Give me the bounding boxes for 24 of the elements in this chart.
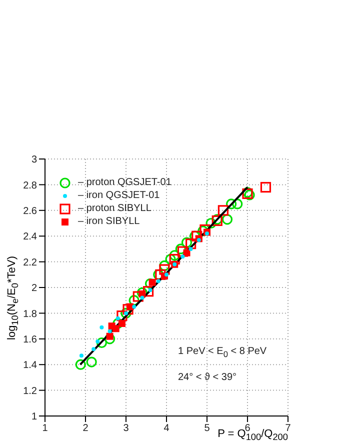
y-tick-label: 1.6 [23,334,38,346]
y-tick-label: 2.8 [23,180,38,192]
annotation: 1 PeV < E$_{0}$ < 8 PeV [178,346,267,359]
x-tick-label: 5 [204,423,210,434]
legend-label: – proton QGSJET-01 [78,176,172,189]
x-tick-label: 2 [82,423,89,434]
legend-label: – iron QGSJET-01 [78,189,160,202]
y-tick-label: 1.4 [23,360,38,372]
y-tick-label: 2.6 [23,206,38,217]
x-tick-label: 7 [285,423,292,434]
legend-label: – iron SIBYLL [78,215,140,228]
x-tick-label: 4 [164,423,170,434]
legend-label: – proton SIBYLL [78,202,152,215]
y-tick-label: 2.4 [23,232,38,243]
y-tick-label: 1.2 [23,386,38,397]
y-tick-label: 1 [31,412,38,423]
y-tick-label: 2 [31,283,38,294]
y-tick-label: 2.2 [23,257,38,268]
annotation: 24° < ϑ < 39° [178,372,237,383]
x-tick-label: 3 [123,423,130,434]
x-tick-label: 1 [42,423,48,434]
y-tick-label: 1.8 [23,308,38,320]
x-tick-label: 6 [244,423,251,434]
y-tick-label: 3 [31,154,38,166]
